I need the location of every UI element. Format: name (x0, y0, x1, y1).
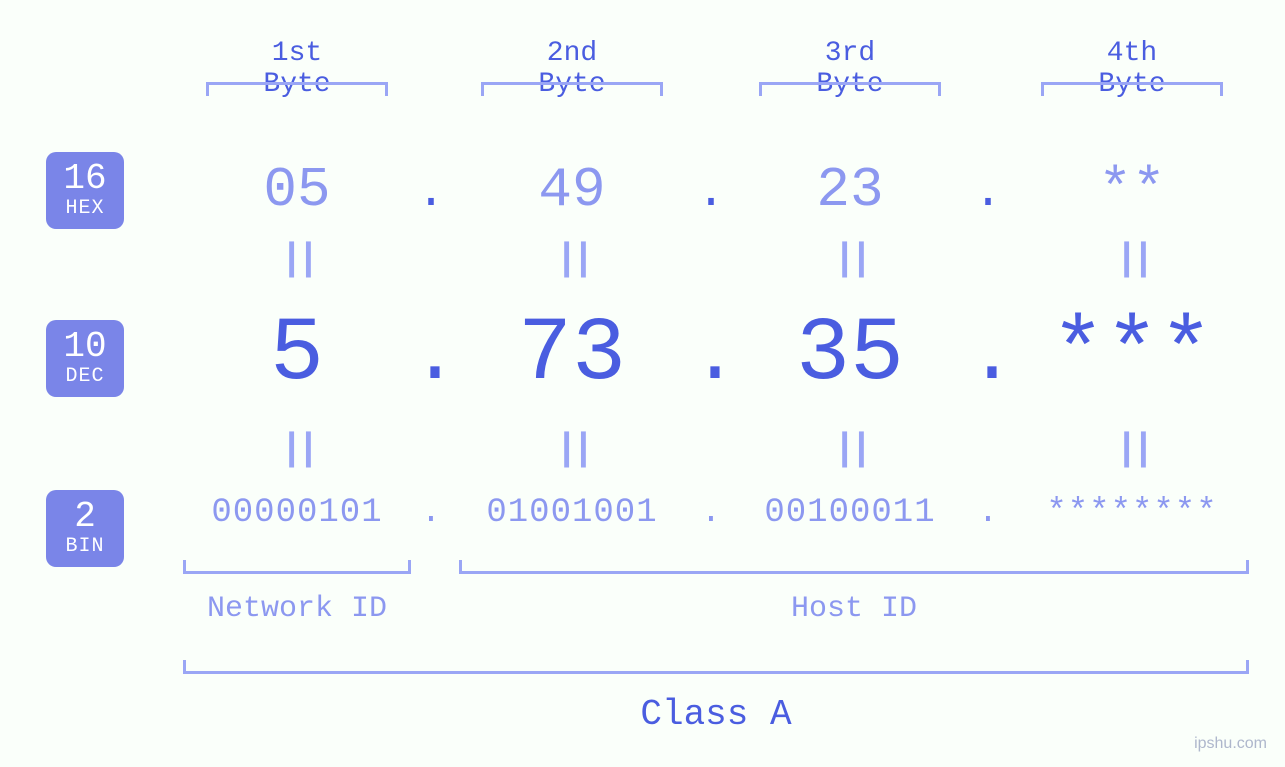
bin-byte-1: 00000101 (172, 494, 422, 532)
eq-hex-dec-3: || (833, 238, 867, 281)
bracket-byte-1 (206, 82, 388, 96)
bracket-class (183, 660, 1249, 674)
hex-dot-1: . (414, 166, 448, 220)
eq-dec-bin-3: || (833, 428, 867, 471)
badge-bin-base: 2 (46, 498, 124, 536)
bin-dot-3: . (976, 494, 1000, 532)
hex-byte-2: 49 (457, 158, 687, 222)
hex-byte-3: 23 (735, 158, 965, 222)
hex-byte-1: 05 (182, 158, 412, 222)
badge-hex: 16 HEX (46, 152, 124, 229)
eq-hex-dec-2: || (555, 238, 589, 281)
label-network-id: Network ID (183, 592, 411, 626)
watermark: ipshu.com (1194, 735, 1267, 753)
bin-byte-3: 00100011 (725, 494, 975, 532)
bin-dot-2: . (699, 494, 723, 532)
eq-dec-bin-4: || (1115, 428, 1149, 471)
badge-hex-name: HEX (46, 198, 124, 219)
bracket-byte-2 (481, 82, 663, 96)
dec-byte-2: 73 (457, 304, 687, 406)
badge-dec: 10 DEC (46, 320, 124, 397)
badge-dec-base: 10 (46, 328, 124, 366)
bracket-network-id (183, 560, 411, 574)
hex-dot-2: . (694, 166, 728, 220)
eq-hex-dec-1: || (280, 238, 314, 281)
bracket-byte-4 (1041, 82, 1223, 96)
bracket-host-id (459, 560, 1249, 574)
dec-dot-1: . (411, 312, 451, 403)
bin-dot-1: . (419, 494, 443, 532)
label-class: Class A (183, 694, 1249, 735)
badge-hex-base: 16 (46, 160, 124, 198)
dec-byte-1: 5 (182, 304, 412, 406)
eq-dec-bin-1: || (280, 428, 314, 471)
badge-bin: 2 BIN (46, 490, 124, 567)
dec-byte-4: *** (1017, 304, 1247, 406)
hex-dot-3: . (971, 166, 1005, 220)
bin-byte-2: 01001001 (447, 494, 697, 532)
badge-bin-name: BIN (46, 536, 124, 557)
eq-hex-dec-4: || (1115, 238, 1149, 281)
eq-dec-bin-2: || (555, 428, 589, 471)
dec-dot-2: . (691, 312, 731, 403)
bin-byte-4: ******** (1007, 494, 1257, 532)
dec-byte-3: 35 (735, 304, 965, 406)
label-host-id: Host ID (459, 592, 1249, 626)
hex-byte-4: ** (1017, 158, 1247, 222)
badge-dec-name: DEC (46, 366, 124, 387)
bracket-byte-3 (759, 82, 941, 96)
dec-dot-3: . (968, 312, 1008, 403)
